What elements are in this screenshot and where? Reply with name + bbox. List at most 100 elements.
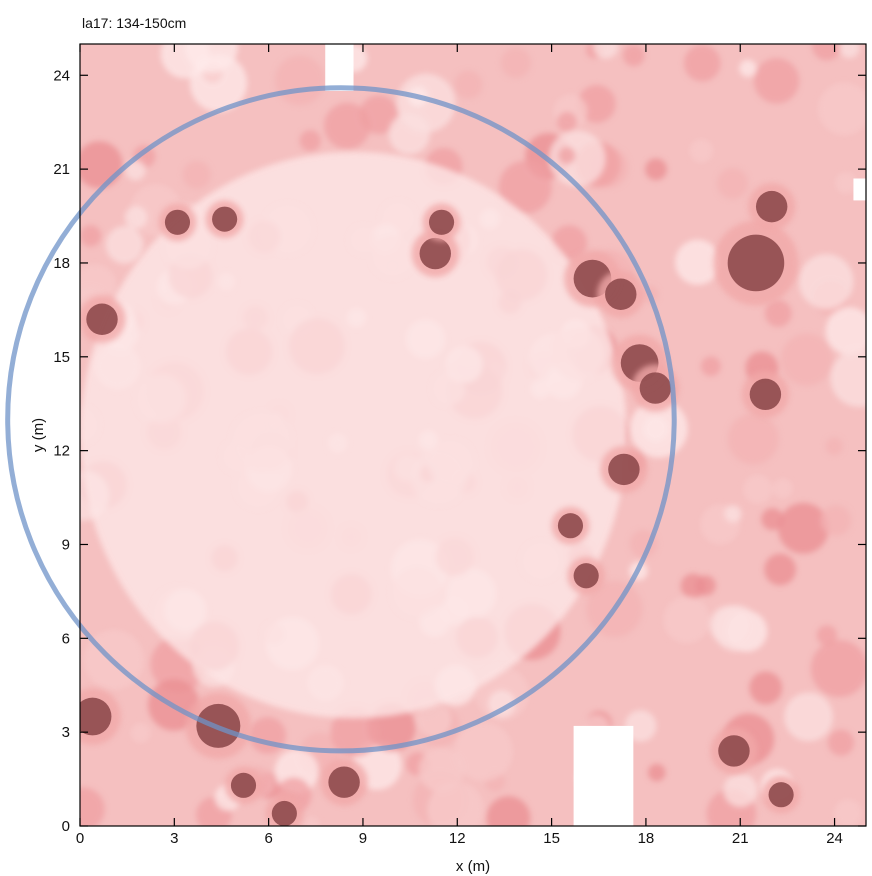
texture-blob	[500, 47, 531, 78]
texture-blob	[549, 130, 606, 187]
texture-blob	[454, 722, 513, 781]
x-tick-label: 24	[826, 830, 843, 847]
enclosure-circle	[5, 85, 677, 754]
texture-blob	[303, 816, 320, 826]
y-tick-label: 24	[53, 67, 70, 84]
texture-blob	[675, 239, 721, 285]
y-tick-label: 18	[53, 255, 70, 272]
circle-overlay	[5, 85, 677, 754]
texture-blob	[834, 799, 862, 826]
texture-blob	[427, 781, 484, 826]
no-data-region	[573, 725, 634, 826]
dark-feature	[755, 190, 788, 223]
texture-blob	[80, 787, 105, 826]
texture-blob	[761, 508, 784, 531]
texture-blob	[683, 44, 721, 82]
dark-feature	[639, 372, 672, 404]
y-axis: 0 3 6 9 12 15 18 21 24	[53, 67, 866, 835]
dark-feature	[328, 766, 360, 798]
dark-feature	[727, 234, 785, 292]
dark-feature	[419, 237, 451, 270]
texture-blob	[418, 747, 464, 793]
heatmap-light-center	[80, 151, 627, 719]
dark-feature	[230, 772, 257, 798]
texture-blob	[810, 640, 866, 698]
texture-blob	[486, 796, 531, 826]
texture-blob	[772, 478, 793, 499]
x-axis: 0 3 6 9 12 15 18 21 24	[76, 44, 843, 847]
texture-blob	[739, 59, 757, 78]
x-tick-label: 18	[638, 830, 655, 847]
texture-blob	[388, 113, 431, 155]
texture-blob	[695, 575, 716, 596]
texture-blob	[488, 690, 516, 718]
dark-feature	[718, 735, 750, 767]
heatmap-no-data-regions	[325, 44, 866, 826]
texture-blob	[299, 130, 321, 152]
texture-blob	[324, 102, 371, 150]
dark-feature	[212, 206, 238, 232]
texture-blob	[330, 707, 380, 757]
texture-blob	[689, 139, 713, 163]
y-tick-label: 0	[62, 818, 70, 835]
y-tick-label: 9	[62, 536, 70, 553]
texture-blob	[713, 605, 760, 652]
dark-feature	[749, 378, 782, 411]
texture-blob	[454, 70, 483, 99]
texture-blob	[249, 717, 286, 754]
texture-blob	[727, 413, 779, 465]
x-tick-label: 6	[264, 830, 272, 847]
x-tick-label: 0	[76, 830, 84, 847]
texture-blob	[820, 505, 852, 536]
x-tick-label: 21	[732, 830, 749, 847]
texture-blob	[818, 82, 866, 136]
no-data-region	[853, 178, 866, 201]
texture-blob	[777, 502, 829, 554]
texture-blob	[558, 146, 576, 165]
texture-blob	[182, 160, 211, 189]
x-tick-label: 9	[359, 830, 367, 847]
texture-blob	[798, 253, 854, 309]
y-tick-label: 3	[62, 724, 70, 741]
texture-blob	[498, 160, 552, 214]
dark-feature	[768, 782, 794, 808]
texture-blob	[784, 692, 833, 742]
texture-blob	[835, 172, 857, 194]
texture-blob	[593, 44, 619, 59]
heatmap-dark-features	[80, 183, 800, 826]
heatmap-plot-area	[80, 44, 866, 826]
texture-blob	[105, 225, 144, 264]
x-tick-label: 15	[543, 830, 560, 847]
x-tick-label: 3	[170, 830, 178, 847]
y-tick-label: 21	[53, 161, 70, 178]
y-axis-title: y (m)	[30, 418, 47, 452]
plot-title: la17: 134-150cm	[82, 15, 186, 31]
texture-blob	[764, 299, 792, 327]
texture-blob	[622, 44, 645, 67]
texture-blob	[663, 596, 711, 644]
texture-blob	[764, 553, 796, 586]
texture-blob	[811, 44, 842, 61]
texture-blob	[825, 307, 866, 356]
x-tick-label: 12	[449, 830, 466, 847]
texture-blob	[723, 773, 758, 807]
texture-blob	[724, 505, 742, 523]
texture-blob	[124, 206, 148, 229]
texture-blob	[274, 55, 325, 106]
dark-feature	[557, 513, 584, 539]
texture-blob	[839, 44, 860, 59]
texture-blob	[743, 474, 773, 504]
texture-blob	[80, 225, 102, 247]
texture-blob	[816, 625, 837, 646]
no-data-region	[325, 44, 354, 91]
texture-blob	[830, 349, 866, 407]
y-tick-label: 6	[62, 630, 70, 647]
texture-blob	[557, 111, 577, 132]
texture-blob	[825, 437, 843, 456]
y-tick-label: 12	[53, 443, 70, 460]
texture-blob	[645, 158, 667, 181]
texture-blob	[160, 44, 210, 79]
texture-blob	[415, 701, 452, 738]
texture-blob	[716, 167, 749, 200]
x-axis-title: x (m)	[456, 858, 490, 875]
